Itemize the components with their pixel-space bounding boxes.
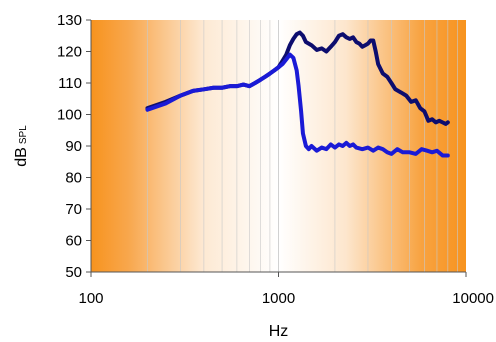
y-tick-label: 50 — [65, 264, 82, 281]
y-tick-label: 130 — [57, 12, 82, 29]
y-tick-label: 110 — [58, 75, 82, 92]
y-axis-label-main: dB — [13, 147, 30, 167]
series-group — [145, 30, 450, 158]
x-axis-label: Hz — [269, 323, 289, 340]
y-axis-label: dB SPL — [13, 125, 30, 167]
y-tick-label: 90 — [65, 138, 82, 155]
y-tick-label: 60 — [65, 233, 82, 250]
y-axis-label-sub: SPL — [18, 125, 29, 144]
y-tick-label: 70 — [65, 201, 82, 218]
y-tick-label: 100 — [57, 107, 82, 124]
x-tick-label: 1000 — [262, 290, 295, 307]
series-line-2 — [145, 52, 450, 158]
x-tick-label: 10000 — [452, 290, 494, 307]
x-tick-label: 100 — [78, 290, 103, 307]
axes — [86, 19, 467, 277]
y-tick-label: 80 — [65, 170, 82, 187]
y-tick-label: 120 — [57, 44, 82, 61]
tick-labels: 50 60 70 80 90 100 110 120 130 100 1000 10000 — [57, 12, 494, 307]
